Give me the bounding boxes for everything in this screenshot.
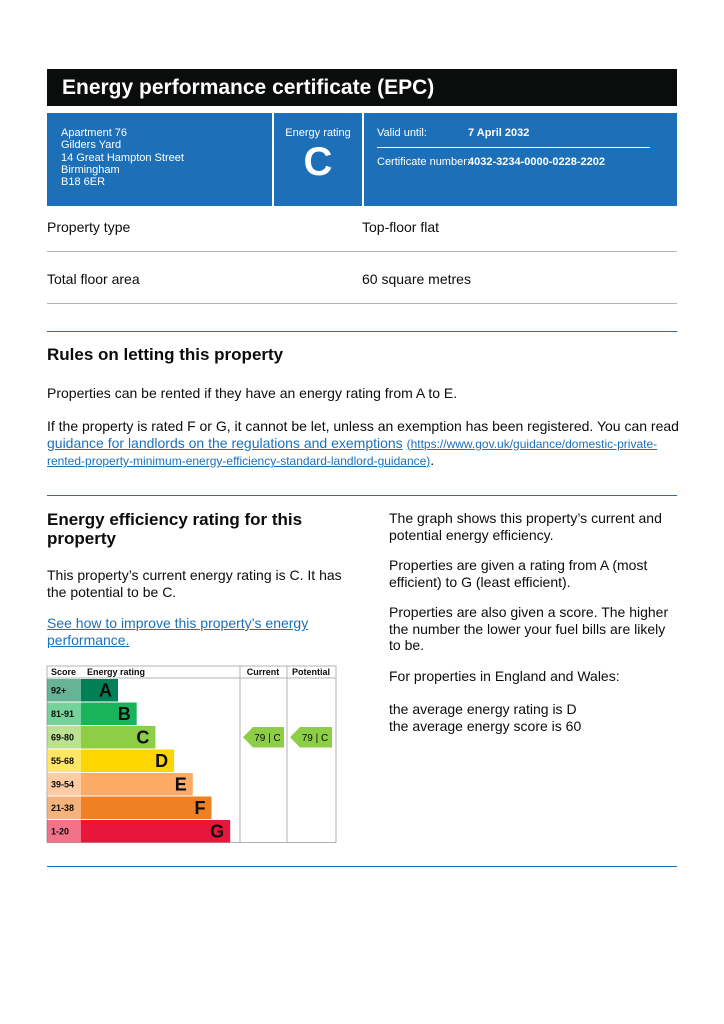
title-bar xyxy=(47,69,677,106)
column-header: Potential xyxy=(292,667,330,677)
band-bar xyxy=(81,679,118,702)
band-letter: C xyxy=(136,727,149,747)
band-bar xyxy=(81,820,231,843)
text: . xyxy=(430,452,435,468)
score-cell xyxy=(47,820,81,843)
band-letter: G xyxy=(210,821,224,841)
band-letter: D xyxy=(155,751,168,771)
section-line xyxy=(47,495,677,496)
score-cell xyxy=(47,773,81,796)
paragraph: Properties are given a rating from A (mo… xyxy=(389,557,648,590)
band-score: 81-91 xyxy=(51,709,74,719)
address-line: Birmingham xyxy=(61,163,120,176)
text: If the property is rated F or G, it cann… xyxy=(47,418,679,434)
row-label: Property type xyxy=(47,219,131,235)
band-bar xyxy=(81,749,175,772)
rating-label: Energy rating xyxy=(285,127,351,139)
cert-label: Certificate number: xyxy=(377,156,470,168)
band-score: 69-80 xyxy=(51,732,74,742)
divider xyxy=(377,147,650,148)
cert-value: 4032-3234-0000-0228-2202 xyxy=(468,156,606,168)
right-text: The graph shows this property’s current … xyxy=(389,510,679,734)
paragraph: Properties can be rented if they have an… xyxy=(47,385,458,401)
section-line xyxy=(47,331,677,332)
band-score: 92+ xyxy=(51,685,66,695)
paragraph: Properties are also given a score. The h… xyxy=(389,604,669,653)
row-line xyxy=(47,251,677,252)
band-letter: F xyxy=(195,798,206,818)
valid-label: Valid until: xyxy=(377,127,427,139)
column-header: Current xyxy=(247,667,280,677)
guidance-link[interactable]: guidance for landlords on the regulation… xyxy=(47,434,403,451)
paragraph: the average energy score is 60 xyxy=(389,717,582,734)
band-bar xyxy=(81,796,212,819)
address: Apartment 76 Gilders Yard 14 Great Hampt… xyxy=(61,127,184,188)
row-line xyxy=(47,303,677,304)
divider xyxy=(362,113,364,206)
band-letter: A xyxy=(99,680,112,700)
band-score: 21-38 xyxy=(51,803,74,813)
valid-value: 7 April 2032 xyxy=(468,127,530,139)
rating-value: C xyxy=(303,140,333,184)
page-title: Energy performance certificate (EPC) xyxy=(62,76,435,99)
address-line: 14 Great Hampton Street xyxy=(61,151,184,164)
current-arrow xyxy=(243,727,284,748)
paragraph: the average energy rating is D xyxy=(389,701,577,717)
score-cell xyxy=(47,796,81,819)
band-score: 39-54 xyxy=(51,779,74,789)
band-letter: E xyxy=(175,774,187,794)
potential-arrow xyxy=(290,727,332,748)
improve-link[interactable]: See how to improve this property’s energ… xyxy=(47,615,309,648)
guidance-url[interactable]: (https://www.gov.uk/guidance/domestic-pr… xyxy=(47,436,658,469)
row-value: 60 square metres xyxy=(362,271,471,287)
band-score: 1-20 xyxy=(51,826,69,836)
band-bar xyxy=(81,773,193,796)
section-title: Energy efficiency rating for this proper… xyxy=(47,510,303,548)
band-score: 55-68 xyxy=(51,756,74,766)
score-cell xyxy=(47,726,81,749)
paragraph: This property’s current energy rating is… xyxy=(47,567,342,600)
paragraph: If the property is rated F or G, it cann… xyxy=(47,418,679,470)
score-cell xyxy=(47,749,81,772)
divider xyxy=(272,113,274,206)
band-letter: B xyxy=(118,704,131,724)
address-line: Gilders Yard xyxy=(61,139,122,152)
potential-label: 79 | C xyxy=(302,733,329,744)
paragraph: For properties in England and Wales: xyxy=(389,667,620,684)
score-cell xyxy=(47,702,81,725)
score-cell xyxy=(47,679,81,702)
section-title: Rules on letting this property xyxy=(47,345,284,364)
row-label: Total floor area xyxy=(47,271,140,287)
current-label: 79 | C xyxy=(254,733,281,744)
column-header: Energy rating xyxy=(87,667,145,677)
band-bar xyxy=(81,702,137,725)
section-line xyxy=(47,866,677,867)
address-line: Apartment 76 xyxy=(61,127,128,139)
column-header: Score xyxy=(51,667,76,677)
band-bar xyxy=(81,726,156,749)
address-line: B18 6ER xyxy=(61,176,106,189)
row-value: Top-floor flat xyxy=(362,219,440,235)
rating-graph: Score Energy rating Current Potential 92+ A 81… xyxy=(46,665,337,843)
paragraph: The graph shows this property’s current … xyxy=(389,510,662,543)
